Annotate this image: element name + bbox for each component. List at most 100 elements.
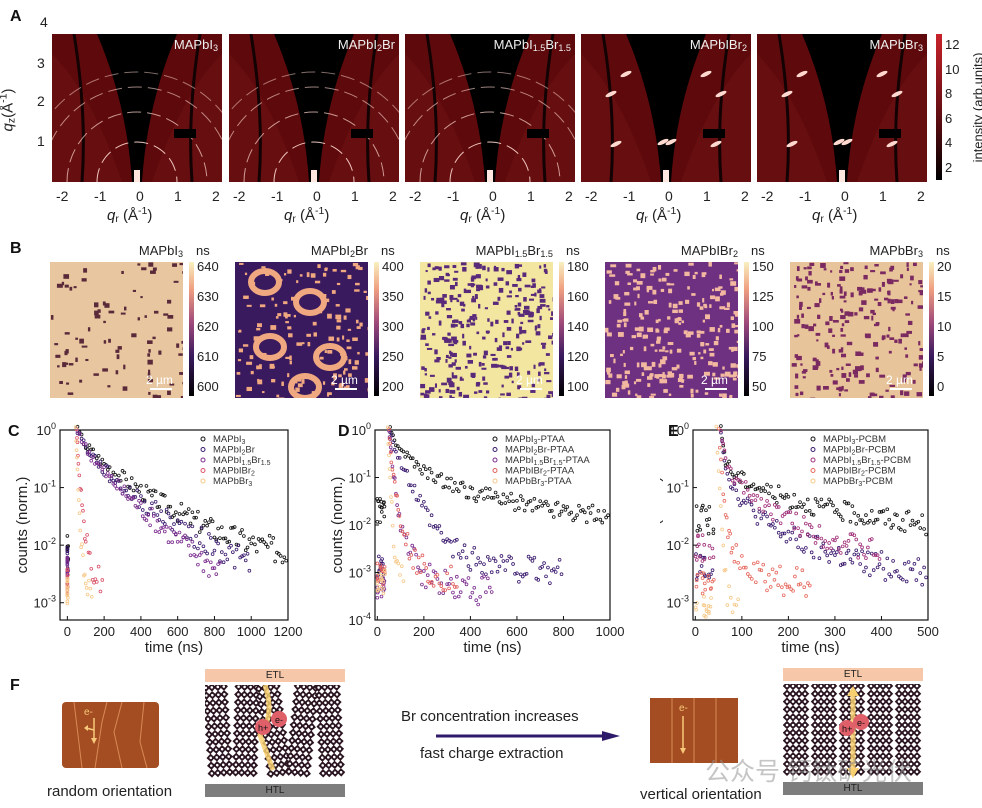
- data-point: [738, 566, 742, 571]
- data-point: [493, 559, 498, 563]
- y-tick-label: 10-3: [34, 594, 56, 611]
- data-point: [489, 590, 494, 594]
- data-point: [407, 556, 412, 561]
- data-point: [407, 454, 411, 458]
- data-point: [765, 482, 769, 487]
- data-point: [546, 565, 550, 570]
- data-point: [511, 499, 515, 504]
- data-point: [379, 577, 383, 581]
- data-point: [177, 530, 182, 535]
- data-point: [183, 533, 187, 538]
- data-point: [852, 533, 857, 538]
- data-point: [702, 613, 707, 618]
- data-point: [829, 500, 833, 504]
- legend-entry: MAPbIBr2-PCBM: [823, 466, 896, 478]
- data-point: [499, 554, 504, 558]
- data-point: [133, 482, 138, 486]
- data-point: [546, 503, 550, 507]
- data-point: [98, 589, 103, 594]
- x-tick-label: 1000: [596, 624, 625, 639]
- data-point: [895, 513, 899, 517]
- data-point: [65, 545, 70, 550]
- data-point: [378, 497, 382, 501]
- a-xtick: 0: [489, 188, 497, 204]
- flim-colorbar-tick: 400: [382, 259, 404, 274]
- data-point: [555, 565, 560, 570]
- data-point: [536, 578, 541, 582]
- y-tick-label: 10-1: [667, 479, 689, 496]
- data-point: [437, 524, 442, 528]
- data-point: [65, 563, 70, 568]
- data-point: [602, 509, 606, 513]
- data-point: [445, 476, 449, 481]
- data-point: [838, 514, 843, 519]
- data-point: [395, 493, 399, 498]
- data-point: [85, 533, 89, 537]
- a-xtick: -2: [56, 188, 69, 204]
- data-point: [846, 539, 851, 543]
- data-point: [390, 523, 395, 528]
- data-point: [788, 537, 793, 541]
- data-point: [763, 489, 767, 494]
- data-point: [895, 569, 899, 573]
- data-point: [784, 492, 789, 497]
- series-MAPbI1.5Br1.5: [65, 429, 222, 586]
- data-point: [117, 478, 121, 483]
- data-point: [382, 504, 387, 509]
- data-point: [172, 513, 176, 518]
- data-point: [208, 536, 213, 540]
- data-point: [530, 559, 535, 563]
- data-point: [155, 505, 160, 509]
- data-point: [881, 566, 886, 571]
- data-point: [265, 545, 270, 549]
- data-point: [505, 495, 510, 500]
- data-point: [232, 565, 237, 570]
- a-xtick: 1: [879, 188, 887, 204]
- data-point: [462, 579, 467, 584]
- data-point: [414, 460, 419, 464]
- data-point: [394, 443, 398, 448]
- data-point: [273, 559, 277, 564]
- a-colorbar-tick: 2: [945, 159, 953, 175]
- data-point: [854, 537, 859, 542]
- data-point: [462, 485, 467, 489]
- y-tick-label: 10-4: [349, 611, 371, 628]
- data-point: [458, 590, 463, 595]
- data-point: [65, 578, 70, 582]
- data-point: [701, 571, 706, 576]
- data-point: [194, 515, 198, 520]
- data-point: [528, 556, 533, 561]
- data-point: [842, 540, 847, 545]
- data-point: [179, 539, 184, 544]
- data-point: [515, 498, 519, 503]
- data-point: [598, 517, 603, 522]
- data-point: [201, 523, 206, 528]
- data-point: [757, 506, 762, 511]
- data-point: [711, 527, 716, 532]
- data-point: [83, 581, 88, 586]
- data-point: [412, 483, 417, 488]
- data-point: [487, 558, 492, 562]
- data-point: [769, 484, 773, 489]
- svg-text:2 µm: 2 µm: [146, 373, 173, 387]
- y-axis-label: counts (norm.): [330, 477, 346, 574]
- data-point: [596, 509, 601, 513]
- data-point: [757, 485, 762, 490]
- data-point: [425, 508, 430, 513]
- data-point: [397, 456, 402, 460]
- data-point: [144, 484, 149, 488]
- data-point: [135, 485, 140, 489]
- data-point: [221, 560, 226, 565]
- a-xtick: 2: [565, 188, 573, 204]
- data-point: [710, 579, 715, 584]
- data-point: [875, 553, 880, 557]
- data-point: [749, 498, 754, 503]
- data-point: [759, 496, 764, 501]
- x-axis-label: time (ns): [463, 639, 521, 656]
- y-axis-label: counts (norm.): [660, 477, 664, 574]
- data-point: [802, 502, 806, 507]
- data-point: [755, 493, 760, 498]
- data-point: [207, 520, 211, 525]
- flim-colorbar-tick: 250: [382, 349, 404, 364]
- data-point: [409, 483, 413, 488]
